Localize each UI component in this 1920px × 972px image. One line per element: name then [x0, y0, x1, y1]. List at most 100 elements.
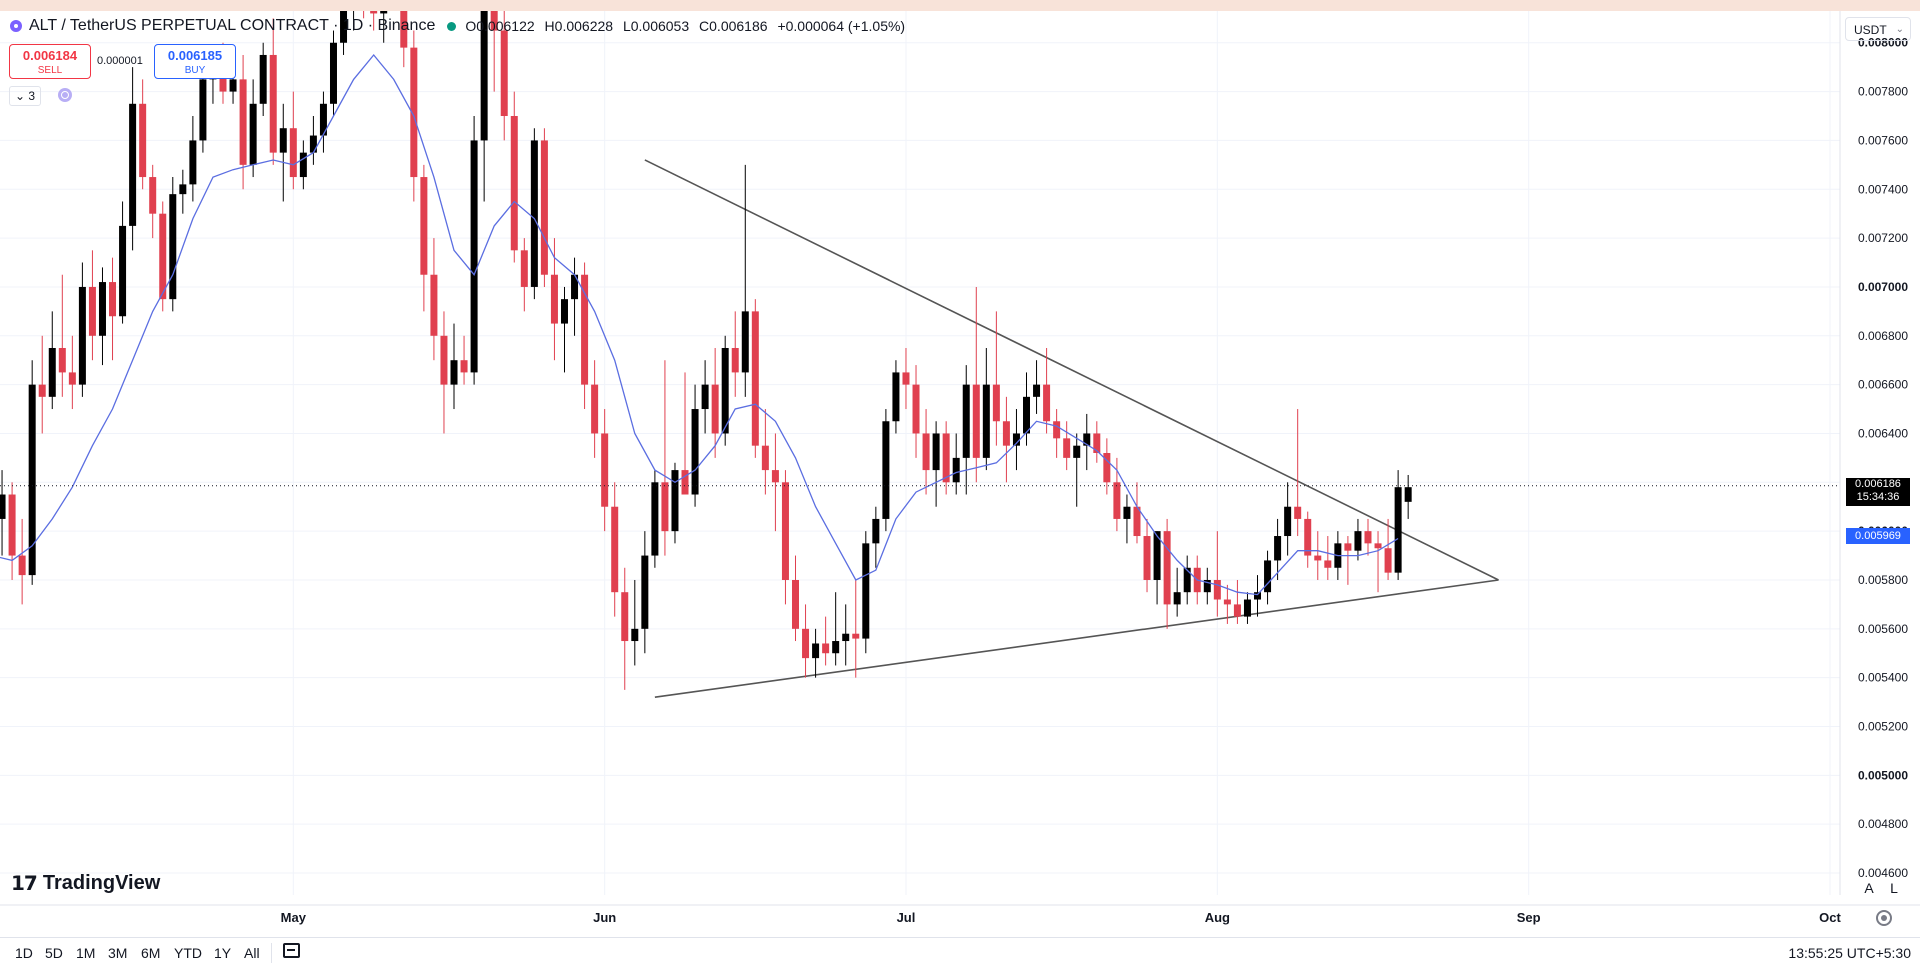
candle-up — [0, 470, 6, 556]
last-price-value: 0.006186 — [1855, 478, 1901, 490]
candle-body — [1153, 531, 1161, 580]
range-5d[interactable]: 5D — [45, 945, 63, 961]
candle-body — [239, 79, 247, 165]
candle-up — [329, 30, 337, 117]
candle-body — [1314, 555, 1322, 561]
auto-scale-button[interactable]: A — [1864, 880, 1874, 896]
candle-body — [892, 372, 900, 422]
candle-body — [1053, 421, 1061, 439]
currency-select[interactable]: USDT ⌄ — [1845, 17, 1911, 41]
tradingview-logo[interactable]: 𝟭𝟳 TradingView — [11, 871, 160, 896]
candle-body — [470, 140, 478, 373]
candle-down — [159, 201, 167, 312]
candle-body — [58, 347, 66, 373]
buy-button[interactable]: 0.006185 BUY — [154, 44, 236, 79]
symbol-icon — [10, 20, 22, 32]
candle-body — [8, 494, 16, 556]
candle-body — [982, 384, 990, 458]
candle-up — [1083, 413, 1091, 471]
candle-body — [500, 30, 508, 117]
indicators-toggle[interactable]: ⌄ 3 — [9, 86, 42, 106]
candles — [0, 11, 1412, 690]
candle-body — [641, 555, 649, 629]
candle-body — [18, 555, 26, 576]
candle-body — [661, 482, 669, 532]
gear-icon[interactable] — [1876, 910, 1892, 926]
candle-body — [1073, 445, 1081, 458]
candle-body — [1203, 579, 1211, 593]
candle-body — [0, 494, 6, 519]
calendar-icon[interactable] — [283, 943, 300, 958]
sell-label: SELL — [37, 65, 63, 76]
candle-body — [611, 506, 619, 593]
candle-body — [159, 213, 167, 300]
candle-body — [430, 274, 438, 336]
candle-down — [1002, 396, 1010, 483]
change-value: +0.000064 (+1.05%) — [777, 18, 906, 34]
candle-up — [1274, 518, 1282, 580]
log-scale-button[interactable]: L — [1890, 880, 1898, 896]
candle-up — [309, 116, 317, 165]
candle-down — [822, 616, 830, 666]
price-tick-label: 0.004800 — [1858, 817, 1908, 831]
candle-body — [842, 633, 850, 642]
symbol-title[interactable]: ALT / TetherUS PERPETUAL CONTRACT · 1D ·… — [29, 17, 436, 34]
range-all[interactable]: All — [244, 945, 260, 961]
candle-body — [1183, 567, 1191, 593]
price-chart[interactable]: 0.008000 0.007800 0.007600 0.007400 0.007200… — [0, 11, 1920, 937]
candle-body — [1324, 560, 1332, 568]
range-6m[interactable]: 6M — [141, 945, 161, 961]
candle-body — [88, 286, 96, 336]
candle-body — [922, 433, 930, 471]
sell-button[interactable]: 0.006184 SELL — [9, 44, 91, 79]
range-1m[interactable]: 1M — [76, 945, 96, 961]
price-tick-label: 0.005600 — [1858, 622, 1908, 636]
candle-body — [329, 42, 337, 104]
range-1y[interactable]: 1Y — [214, 945, 232, 961]
candle-up — [78, 262, 86, 397]
ascending-support-trendline — [654, 579, 1499, 698]
candle-up — [380, 11, 388, 43]
candle-body — [711, 384, 719, 434]
market-status-icon[interactable] — [447, 21, 457, 31]
candle-body — [340, 11, 348, 43]
candle-up — [571, 257, 579, 336]
candle-down — [1304, 511, 1312, 568]
clock-timezone[interactable]: 13:55:25 UTC+5:30 — [1788, 945, 1911, 961]
candle-body — [631, 628, 639, 642]
candle-body — [229, 79, 237, 92]
candle-body — [129, 103, 137, 226]
candle-down — [781, 470, 789, 605]
time-axis[interactable]: May Jun Jul Aug Sep Oct — [281, 910, 1842, 925]
range-ytd[interactable]: YTD — [174, 945, 202, 961]
time-tick-label: Oct — [1819, 910, 1841, 925]
ma-value-tag: 0.005969 — [1846, 528, 1910, 544]
candle-up — [299, 140, 307, 190]
range-3m[interactable]: 3M — [108, 945, 128, 961]
candle-body — [289, 128, 297, 178]
candle-body — [822, 643, 830, 654]
logo-text: TradingView — [42, 872, 161, 894]
candle-body — [1093, 433, 1101, 453]
candle-body — [38, 384, 46, 397]
candle-up — [189, 116, 197, 202]
candle-body — [380, 11, 388, 14]
toolbar-divider — [271, 943, 272, 963]
candle-down — [711, 347, 719, 458]
candle-body — [400, 11, 408, 48]
candle-up — [701, 360, 709, 434]
candle-down — [1223, 584, 1231, 624]
candle-down — [1093, 421, 1101, 463]
price-axis[interactable]: 0.008000 0.007800 0.007600 0.007400 0.007200… — [1858, 36, 1908, 880]
candle-body — [259, 54, 267, 104]
trendlines[interactable] — [644, 159, 1499, 698]
sync-icon[interactable] — [58, 88, 72, 102]
candle-down — [751, 299, 759, 458]
currency-label: USDT — [1854, 23, 1887, 37]
range-1d[interactable]: 1D — [15, 945, 33, 961]
candle-up — [1404, 474, 1412, 519]
candle-body — [852, 633, 860, 639]
candle-body — [139, 103, 147, 178]
candle-up — [560, 286, 568, 373]
candle-body — [1143, 536, 1151, 580]
